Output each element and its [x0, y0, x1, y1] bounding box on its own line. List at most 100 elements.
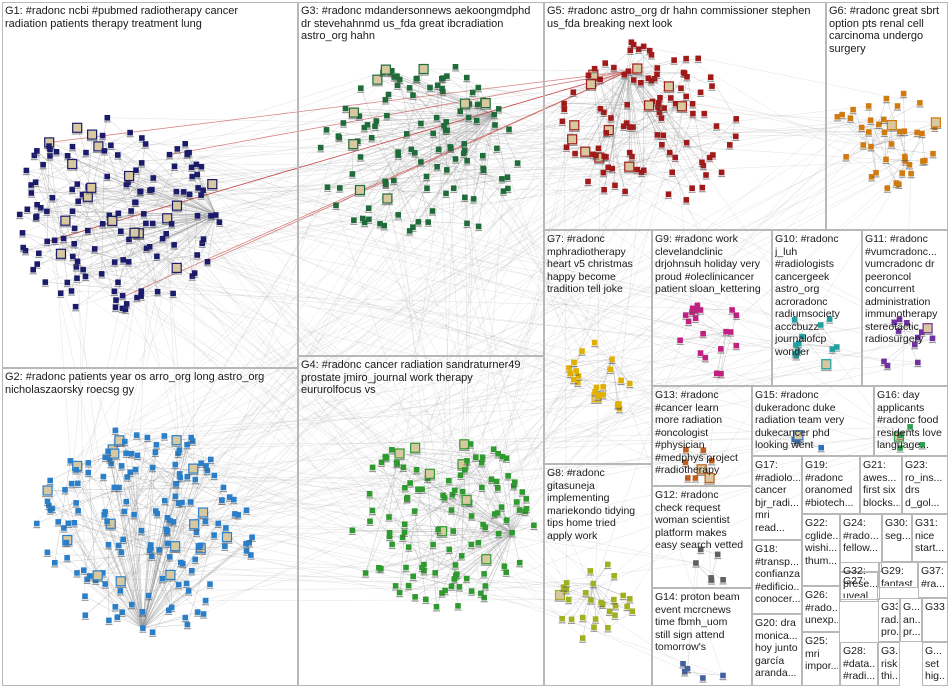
graph-node [112, 604, 119, 610]
graph-node [198, 507, 209, 518]
graph-node-label [163, 534, 171, 536]
graph-node [348, 107, 359, 118]
graph-edge [352, 530, 513, 534]
graph-node-label [115, 491, 123, 493]
graph-edge [197, 121, 563, 216]
graph-node [349, 171, 356, 177]
graph-node-label [82, 202, 94, 204]
graph-edge [448, 333, 704, 481]
graph-node-label [92, 151, 104, 154]
graph-edge [368, 78, 443, 209]
graph-node-label [426, 91, 434, 93]
graph-edge [671, 113, 694, 173]
graph-node-label [414, 492, 422, 494]
graph-edge [441, 78, 583, 352]
graph-edge [381, 462, 423, 568]
graph-edge [398, 103, 676, 153]
graph-node [188, 164, 195, 171]
graph-node [64, 554, 70, 561]
graph-node-label [498, 510, 506, 512]
graph-edge [23, 113, 693, 248]
graph-edge [437, 396, 599, 530]
graph-node [400, 464, 407, 471]
graph-edge [502, 147, 567, 457]
graph-edge [613, 67, 905, 157]
graph-edge [561, 583, 594, 619]
graph-node-label [381, 184, 389, 186]
graph-node-label [382, 187, 390, 189]
graph-edge [408, 546, 486, 587]
graph-node-label [128, 457, 135, 459]
graph-node-label [119, 263, 127, 265]
graph-edge [432, 156, 607, 545]
graph-node-label [145, 599, 153, 601]
graph-edge [684, 671, 724, 676]
graph-node-label [480, 577, 488, 579]
graph-node-label [27, 196, 35, 198]
graph-node [93, 141, 104, 152]
group-panel-g36 [922, 642, 948, 686]
graph-node [509, 529, 515, 536]
group-panel-g32 [840, 562, 880, 600]
graph-node [51, 237, 58, 244]
graph-edge [72, 124, 892, 165]
graph-node [505, 473, 511, 479]
graph-edge [471, 436, 900, 592]
graph-node-label [504, 180, 511, 182]
graph-node-label [188, 529, 200, 531]
graph-node-label [174, 456, 182, 459]
graph-node [661, 105, 667, 111]
graph-node [164, 529, 170, 535]
graph-node-label [153, 259, 161, 262]
graph-edge [470, 443, 507, 573]
graph-node-label [481, 530, 489, 532]
graph-node [446, 546, 453, 553]
graph-node [433, 114, 440, 121]
graph-node [101, 148, 108, 154]
graph-node [221, 531, 233, 543]
graph-node [112, 427, 119, 434]
graph-edge [167, 337, 918, 531]
graph-edge [64, 489, 456, 566]
graph-edge [173, 521, 616, 606]
graph-node-label [381, 204, 393, 206]
graph-node [172, 493, 179, 500]
graph-node-label [122, 188, 130, 190]
graph-node [336, 185, 343, 191]
graph-node [102, 454, 108, 461]
graph-edge [588, 75, 687, 143]
graph-node-label [100, 518, 108, 520]
graph-edge [571, 564, 609, 620]
graph-node [23, 167, 30, 174]
graph-node [189, 567, 195, 574]
graph-node-label [702, 178, 710, 180]
graph-node [202, 597, 209, 604]
graph-node [479, 484, 485, 491]
graph-edge [388, 113, 694, 518]
graph-node-label [203, 474, 211, 476]
graph-node-label [394, 459, 405, 461]
graph-node-label [45, 509, 53, 511]
graph-node-label [183, 448, 191, 450]
graph-node-label [380, 229, 388, 231]
graph-node [33, 520, 40, 527]
graph-node [187, 499, 194, 505]
graph-edge [25, 250, 373, 511]
graph-node-label [350, 223, 358, 225]
graph-node [452, 156, 459, 162]
graph-node [701, 110, 708, 117]
graph-node-label [138, 141, 146, 143]
graph-node-label [84, 234, 92, 236]
graph-node [432, 570, 439, 576]
graph-node [173, 481, 180, 487]
graph-node-label [23, 212, 31, 214]
graph-node [115, 542, 122, 549]
graph-edge [85, 135, 664, 616]
graph-node [623, 120, 630, 126]
graph-edge [846, 146, 872, 158]
graph-edge [141, 530, 416, 598]
graph-node [406, 228, 413, 234]
graph-node-label [171, 499, 179, 501]
graph-node-label [171, 468, 179, 470]
graph-node-label [81, 618, 89, 620]
